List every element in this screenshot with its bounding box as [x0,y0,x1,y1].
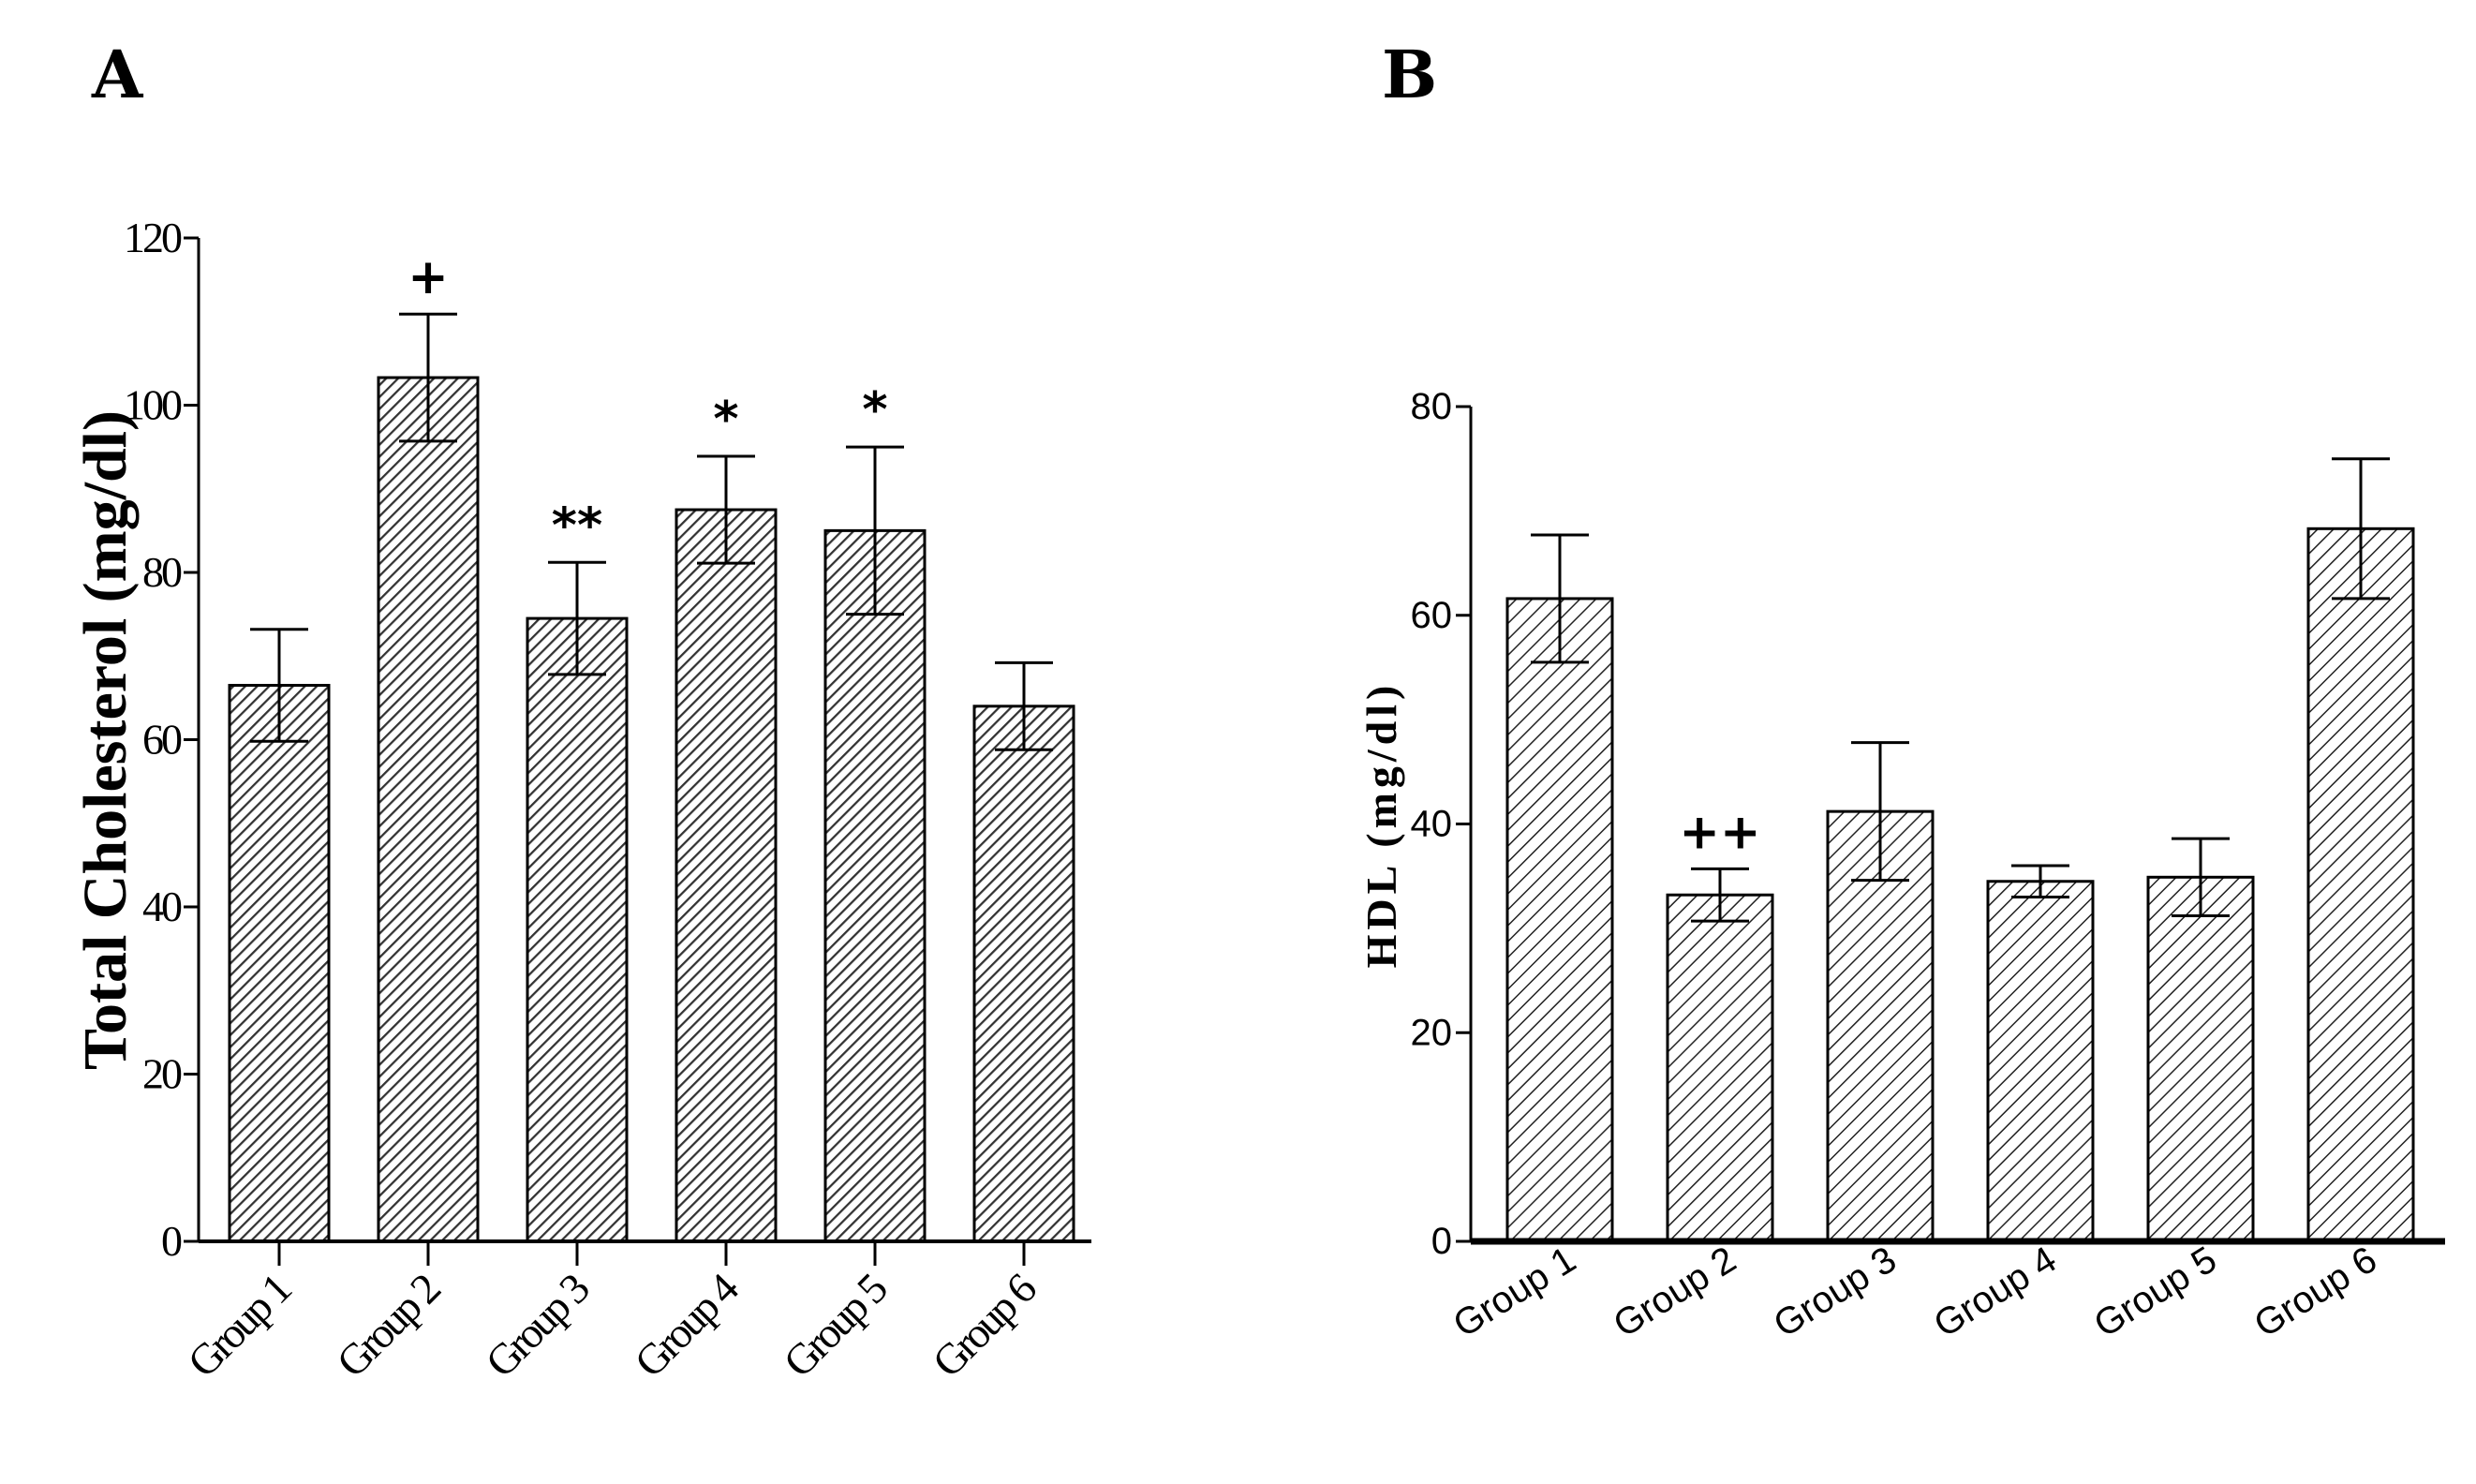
x-tick-label-5: Group 5 [774,1265,896,1387]
bar-4 [675,508,778,1243]
y-tick-label-40: 40 [1411,804,1453,845]
x-tick-label-6: Group 6 [923,1265,1045,1387]
significance-label-4: * [713,392,738,448]
bar-1 [1505,597,1614,1243]
chart-a: Group 1 + Group 2 ** Group 3 * Group 4 * Group 5… [71,214,1091,1387]
y-tick-label-20: 20 [142,1050,182,1098]
bar-3 [526,616,629,1243]
y-tick-label-80: 80 [1411,386,1453,427]
chart-b: Group 1 ++ Group 2 Group 3 Group 4 Group 5 Gro… [1357,386,2445,1345]
bar-2 [377,376,480,1243]
y-tick-label-100: 100 [124,381,182,429]
panel-a-letter: A [91,36,144,113]
y-tick-label-80: 80 [142,548,182,596]
y-tick-label-60: 60 [1411,595,1453,636]
bar-6 [972,705,1075,1243]
bar-6 [2306,527,2415,1243]
significance-label-2: ++ [1679,804,1760,860]
x-tick-label-2: Group 2 [1607,1239,1743,1345]
y-tick-label-0: 0 [1431,1221,1452,1262]
significance-label-3: ** [552,497,602,554]
y-axis-title: Total Cholesterol (mg/dl) [71,410,140,1070]
x-tick-label-3: Group 3 [476,1265,598,1387]
significance-label-2: + [408,249,449,305]
y-tick-label-60: 60 [142,716,182,764]
x-tick-label-4: Group 4 [1927,1239,2064,1345]
x-tick-label-1: Group 1 [178,1265,299,1386]
x-tick-label-2: Group 2 [327,1265,448,1386]
x-tick-label-6: Group 6 [2247,1239,2384,1345]
panel-b-letter: B [1382,36,1437,113]
bar-1 [228,683,331,1243]
x-tick-label-5: Group 5 [2087,1239,2224,1345]
y-tick-label-40: 40 [142,883,182,930]
y-tick-label-0: 0 [161,1217,182,1265]
y-axis-title: HDL (mg/dl) [1357,681,1405,969]
significance-label-5: * [862,382,887,438]
y-tick-label-120: 120 [124,214,182,261]
x-tick-label-4: Group 4 [625,1264,748,1387]
y-tick-label-20: 20 [1411,1012,1453,1053]
bar-4 [1986,880,2095,1243]
bar-2 [1666,893,1774,1243]
bar-5 [823,528,927,1243]
bar-5 [2146,875,2255,1243]
x-tick-label-3: Group 3 [1767,1239,1904,1345]
x-tick-label-1: Group 1 [1446,1239,1583,1345]
